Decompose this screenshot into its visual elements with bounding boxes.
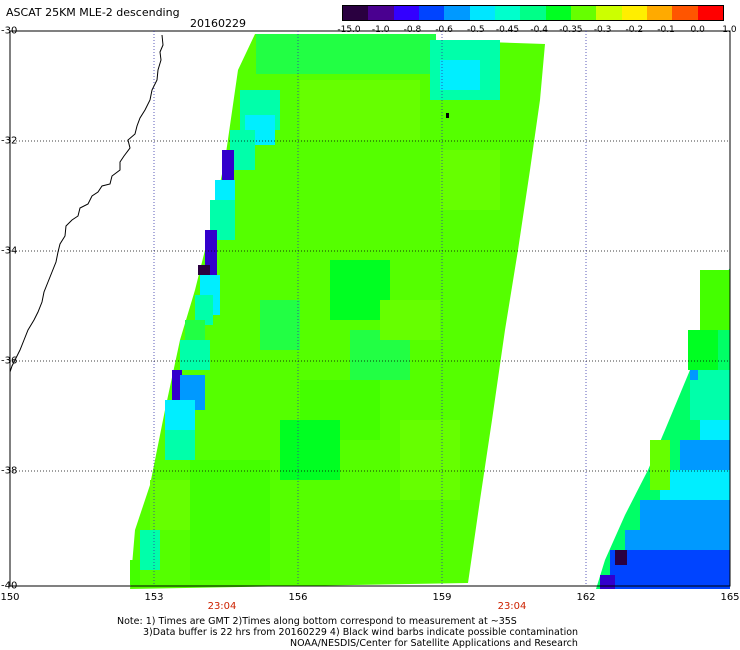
colorbar-swatch xyxy=(494,6,521,20)
lon-label: 153 xyxy=(144,592,164,603)
colorbar-tick-label: -0.45 xyxy=(495,25,520,35)
swath-cell xyxy=(600,575,615,589)
colorbar-swatch xyxy=(520,6,546,20)
swath-cell xyxy=(688,330,718,370)
colorbar-swatch xyxy=(444,6,470,20)
swath-cell xyxy=(640,500,730,530)
swath-cell xyxy=(198,265,210,275)
lon-label: 156 xyxy=(288,592,308,603)
colorbar-swatch xyxy=(672,6,698,20)
colorbar-swatch xyxy=(368,6,394,20)
colorbar-tick-label: 0.0 xyxy=(690,25,705,35)
swath-cell xyxy=(440,60,480,90)
gridlines xyxy=(10,31,730,586)
lon-label: 150 xyxy=(0,592,20,603)
colorbar-swatch xyxy=(697,6,723,20)
colorbar-swatch xyxy=(596,6,622,20)
lat-label: -40 xyxy=(1,580,18,592)
colorbar-swatch xyxy=(621,6,647,20)
colorbar-tick-label: -1.0 xyxy=(371,25,390,35)
swath-cell xyxy=(440,150,500,210)
colorbar-tick-label: -0.1 xyxy=(657,25,675,35)
colorbar-swatch xyxy=(570,6,597,20)
swath-cell xyxy=(165,430,195,460)
lat-label: -36 xyxy=(1,355,18,367)
map-frame xyxy=(9,30,731,587)
swath-cell xyxy=(380,300,440,340)
colorbar-tick-label: -0.2 xyxy=(625,25,644,35)
colorbar-swatch xyxy=(393,6,419,20)
swath-cell xyxy=(190,460,270,580)
swath-cell xyxy=(400,420,460,500)
contamination-marks xyxy=(446,113,449,118)
lon-label: 159 xyxy=(432,592,452,603)
plot-frame xyxy=(9,30,731,587)
map-date: 20160229 xyxy=(190,17,246,30)
colorbar-tick-label: 1.0 xyxy=(722,25,737,35)
swath-cell xyxy=(300,80,420,140)
colorbar-swatch xyxy=(343,6,369,20)
swath-cell xyxy=(610,550,730,589)
swath-cell xyxy=(280,420,340,480)
lat-label: -32 xyxy=(1,135,18,147)
time-label-1: 23:04 xyxy=(207,601,237,612)
swath-cell xyxy=(150,480,190,530)
swath-cell xyxy=(195,295,213,325)
colorbar-tick-label: -0.3 xyxy=(593,25,612,35)
colorbar-ticks: -15.0 -1.0 -0.8 -0.6 -0.5 -0.45 -0.4 -0.35 -0.3 -… xyxy=(330,25,740,37)
note-line-1: Note: 1) Times are GMT 2)Times along bot… xyxy=(117,616,517,627)
colorbar-swatch xyxy=(418,6,445,20)
colorbar-tick-label: -0.6 xyxy=(435,25,453,35)
swath-cell xyxy=(180,340,210,370)
coastline xyxy=(9,34,164,373)
swath-cell xyxy=(615,550,627,565)
swath-cell xyxy=(256,34,436,74)
swath-cell xyxy=(650,440,670,490)
contamination-barb xyxy=(446,113,449,118)
colorbar-tick-label: -0.4 xyxy=(530,25,548,35)
swath-cell xyxy=(172,370,182,410)
colorbar-swatch xyxy=(545,6,571,20)
colorbar-swatch xyxy=(469,6,495,20)
colorbar-tick-label: -0.5 xyxy=(467,25,485,35)
swath-cell xyxy=(130,560,140,585)
swath-cell xyxy=(230,130,255,170)
note-line-2: 3)Data buffer is 22 hrs from 20160229 4)… xyxy=(143,627,579,638)
colorbar-tick-label: -0.8 xyxy=(403,25,422,35)
swath-cell xyxy=(700,270,730,330)
map-title: ASCAT 25KM MLE-2 descending xyxy=(6,6,180,19)
swath-cell xyxy=(260,300,300,350)
lat-label: -38 xyxy=(1,465,18,477)
lat-label: -34 xyxy=(1,245,18,257)
colorbar-swatch xyxy=(646,6,673,20)
swath-cell xyxy=(205,230,217,275)
swath-cell xyxy=(690,370,698,380)
swath-cell xyxy=(165,400,195,430)
lat-label: -30 xyxy=(1,25,18,37)
time-label-2: 23:04 xyxy=(497,601,527,612)
note-line-3: NOAA/NESDIS/Center for Satellite Applica… xyxy=(290,638,578,649)
swath-cells xyxy=(130,34,730,589)
swath-cell xyxy=(140,530,160,570)
colorbar-tick-label: -0.35 xyxy=(559,25,583,35)
lon-label: 162 xyxy=(576,592,596,603)
lon-label: 165 xyxy=(720,592,740,603)
colorbar xyxy=(342,5,724,21)
colorbar-tick-label: -15.0 xyxy=(337,25,361,35)
